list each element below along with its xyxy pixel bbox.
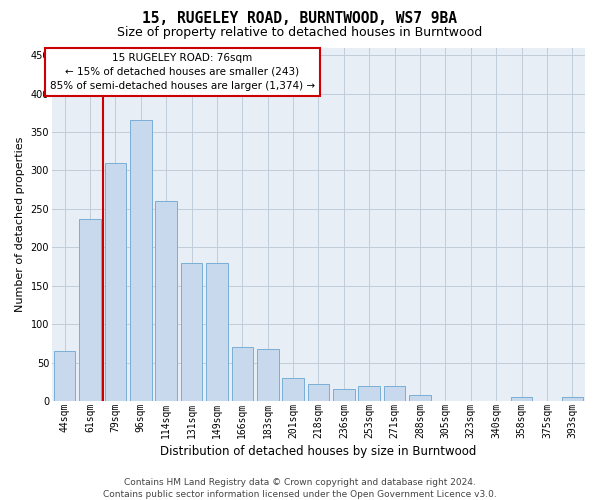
Y-axis label: Number of detached properties: Number of detached properties — [15, 136, 25, 312]
Bar — [358, 386, 380, 401]
Bar — [333, 390, 355, 401]
Bar — [232, 347, 253, 401]
Bar — [155, 201, 177, 401]
Text: Size of property relative to detached houses in Burntwood: Size of property relative to detached ho… — [118, 26, 482, 39]
Text: Contains HM Land Registry data © Crown copyright and database right 2024.
Contai: Contains HM Land Registry data © Crown c… — [103, 478, 497, 499]
Bar — [562, 397, 583, 401]
Bar — [181, 262, 202, 401]
Bar — [384, 386, 406, 401]
Bar — [283, 378, 304, 401]
Bar — [79, 219, 101, 401]
Bar — [104, 162, 126, 401]
Text: 15, RUGELEY ROAD, BURNTWOOD, WS7 9BA: 15, RUGELEY ROAD, BURNTWOOD, WS7 9BA — [143, 11, 458, 26]
Bar — [308, 384, 329, 401]
Bar — [54, 351, 76, 401]
Bar — [409, 395, 431, 401]
X-axis label: Distribution of detached houses by size in Burntwood: Distribution of detached houses by size … — [160, 444, 476, 458]
Bar — [257, 348, 278, 401]
Bar — [511, 397, 532, 401]
Bar — [130, 120, 152, 401]
Bar — [206, 262, 228, 401]
Text: 15 RUGELEY ROAD: 76sqm
← 15% of detached houses are smaller (243)
85% of semi-de: 15 RUGELEY ROAD: 76sqm ← 15% of detached… — [50, 53, 315, 91]
